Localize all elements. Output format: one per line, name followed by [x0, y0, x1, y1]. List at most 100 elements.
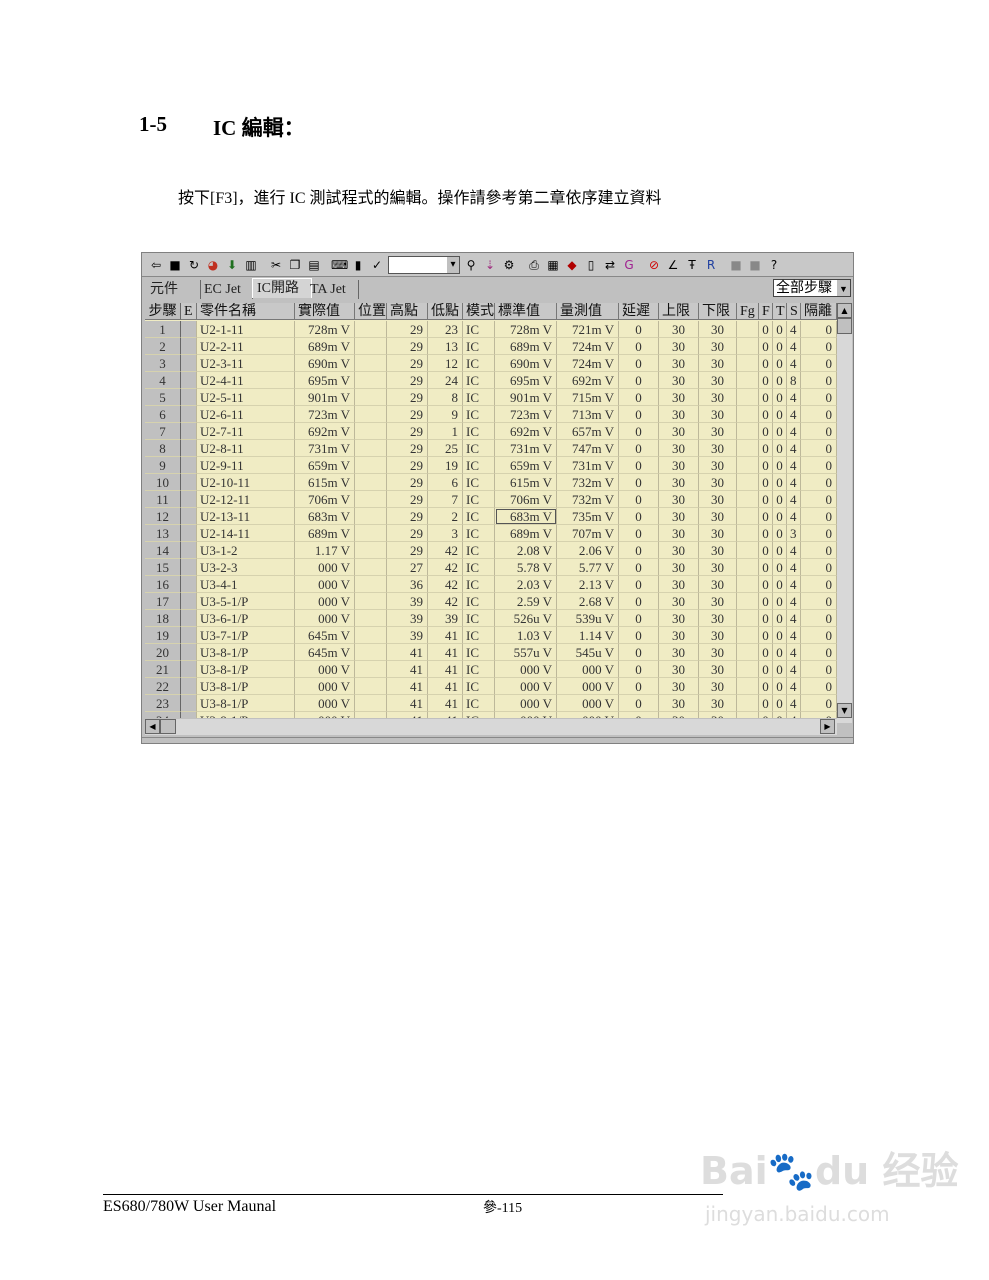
cell-isolation[interactable]: 0	[801, 406, 837, 423]
table-row[interactable]: 10 U2-10-11 615m V 29 6 IC 615m V 732m V 0 30 30 0 0…	[145, 474, 837, 491]
cell-high-point[interactable]: 41	[387, 695, 428, 712]
cell-t[interactable]: 0	[773, 610, 787, 627]
cell-delay[interactable]: 0	[619, 389, 659, 406]
cell-step[interactable]: 13	[145, 525, 181, 542]
cell-standard-value[interactable]: 901m V	[495, 389, 557, 406]
cell-f[interactable]: 0	[759, 576, 773, 593]
cell-measured-value[interactable]: 732m V	[557, 474, 619, 491]
cell-delay[interactable]: 0	[619, 559, 659, 576]
cell-mode[interactable]: IC	[463, 508, 495, 525]
cell-step[interactable]: 8	[145, 440, 181, 457]
cell-s[interactable]: 4	[787, 712, 801, 718]
cell-mode[interactable]: IC	[463, 627, 495, 644]
cell-delay[interactable]: 0	[619, 406, 659, 423]
cell-upper-limit[interactable]: 30	[659, 372, 699, 389]
cell-measured-value[interactable]: 724m V	[557, 338, 619, 355]
cell-mode[interactable]: IC	[463, 389, 495, 406]
cell-f[interactable]: 0	[759, 457, 773, 474]
cell-e[interactable]	[181, 542, 197, 559]
cell-low-point[interactable]: 42	[428, 593, 463, 610]
cell-mode[interactable]: IC	[463, 338, 495, 355]
tools-icon[interactable]: ⚙	[503, 257, 515, 272]
table-row[interactable]: 13 U2-14-11 689m V 29 3 IC 689m V 707m V 0 30 30 0 0…	[145, 525, 837, 542]
cell-high-point[interactable]: 36	[387, 576, 428, 593]
cell-part-name[interactable]: U3-4-1	[197, 576, 295, 593]
cell-standard-value[interactable]: 000 V	[495, 678, 557, 695]
cell-s[interactable]: 4	[787, 338, 801, 355]
cell-f[interactable]: 0	[759, 406, 773, 423]
cell-e[interactable]	[181, 338, 197, 355]
cell-high-point[interactable]: 29	[387, 372, 428, 389]
table-row[interactable]: 18 U3-6-1/P 000 V 39 39 IC 526u V 539u V 0 30 30 0 0…	[145, 610, 837, 627]
cell-measured-value[interactable]: 000 V	[557, 678, 619, 695]
cell-delay[interactable]: 0	[619, 610, 659, 627]
cell-e[interactable]	[181, 389, 197, 406]
cell-step[interactable]: 2	[145, 338, 181, 355]
cell-mode[interactable]: IC	[463, 423, 495, 440]
cell-actual-value[interactable]: 000 V	[295, 593, 355, 610]
cell-e[interactable]	[181, 372, 197, 389]
cell-delay[interactable]: 0	[619, 457, 659, 474]
cell-t[interactable]: 0	[773, 474, 787, 491]
cell-s[interactable]: 4	[787, 661, 801, 678]
cell-s[interactable]: 4	[787, 695, 801, 712]
cell-lower-limit[interactable]: 30	[699, 712, 737, 718]
cell-e[interactable]	[181, 406, 197, 423]
cell-delay[interactable]: 0	[619, 474, 659, 491]
cell-actual-value[interactable]: 689m V	[295, 338, 355, 355]
cell-measured-value[interactable]: 715m V	[557, 389, 619, 406]
r-icon[interactable]: R	[706, 257, 716, 272]
cell-delay[interactable]: 0	[619, 355, 659, 372]
table-row[interactable]: 5 U2-5-11 901m V 29 8 IC 901m V 715m V 0 30 30 0 0 4 0	[145, 389, 837, 406]
cell-fg[interactable]	[737, 644, 759, 661]
cell-lower-limit[interactable]: 30	[699, 661, 737, 678]
cell-s[interactable]: 4	[787, 610, 801, 627]
cell-e[interactable]	[181, 678, 197, 695]
cell-standard-value[interactable]: 2.08 V	[495, 542, 557, 559]
cell-position[interactable]	[355, 321, 387, 338]
cell-f[interactable]: 0	[759, 542, 773, 559]
horizontal-scrollbar[interactable]: ◀ ▶	[145, 719, 837, 735]
cell-measured-value[interactable]: 5.77 V	[557, 559, 619, 576]
cell-lower-limit[interactable]: 30	[699, 627, 737, 644]
cell-isolation[interactable]: 0	[801, 508, 837, 525]
cell-step[interactable]: 18	[145, 610, 181, 627]
table-row[interactable]: 11 U2-12-11 706m V 29 7 IC 706m V 732m V 0 30 30 0 0…	[145, 491, 837, 508]
cell-actual-value[interactable]: 645m V	[295, 627, 355, 644]
cell-s[interactable]: 4	[787, 508, 801, 525]
cell-low-point[interactable]: 42	[428, 542, 463, 559]
cell-measured-value[interactable]: 2.13 V	[557, 576, 619, 593]
cell-measured-value[interactable]: 732m V	[557, 491, 619, 508]
table-row[interactable]: 8 U2-8-11 731m V 29 25 IC 731m V 747m V 0 30 30 0 0 4…	[145, 440, 837, 457]
cell-e[interactable]	[181, 355, 197, 372]
cell-actual-value[interactable]: 1.17 V	[295, 542, 355, 559]
cell-fg[interactable]	[737, 661, 759, 678]
table-row[interactable]: 12 U2-13-11 683m V 29 2 IC 683m V 735m V 0 30 30 0 0…	[145, 508, 837, 525]
cell-high-point[interactable]: 29	[387, 525, 428, 542]
cell-step[interactable]: 15	[145, 559, 181, 576]
cell-actual-value[interactable]: 000 V	[295, 576, 355, 593]
header-position[interactable]: 位置	[355, 303, 387, 320]
cell-part-name[interactable]: U3-6-1/P	[197, 610, 295, 627]
cell-actual-value[interactable]: 000 V	[295, 678, 355, 695]
tab-ec-jet[interactable]: EC Jet	[200, 280, 253, 299]
cell-s[interactable]: 4	[787, 559, 801, 576]
cell-isolation[interactable]: 0	[801, 559, 837, 576]
cell-lower-limit[interactable]: 30	[699, 508, 737, 525]
cell-position[interactable]	[355, 525, 387, 542]
cell-fg[interactable]	[737, 542, 759, 559]
table-row[interactable]: 16 U3-4-1 000 V 36 42 IC 2.03 V 2.13 V 0 30 30 0 0 4 0	[145, 576, 837, 593]
cell-s[interactable]: 4	[787, 678, 801, 695]
cell-f[interactable]: 0	[759, 355, 773, 372]
cell-fg[interactable]	[737, 559, 759, 576]
cell-high-point[interactable]: 29	[387, 440, 428, 457]
cell-high-point[interactable]: 29	[387, 474, 428, 491]
cell-actual-value[interactable]: 695m V	[295, 372, 355, 389]
chart-icon[interactable]: ▥	[245, 257, 257, 272]
cell-position[interactable]	[355, 423, 387, 440]
cell-t[interactable]: 0	[773, 406, 787, 423]
cell-standard-value[interactable]: 692m V	[495, 423, 557, 440]
cell-part-name[interactable]: U2-2-11	[197, 338, 295, 355]
cell-step[interactable]: 22	[145, 678, 181, 695]
cell-t[interactable]: 0	[773, 372, 787, 389]
